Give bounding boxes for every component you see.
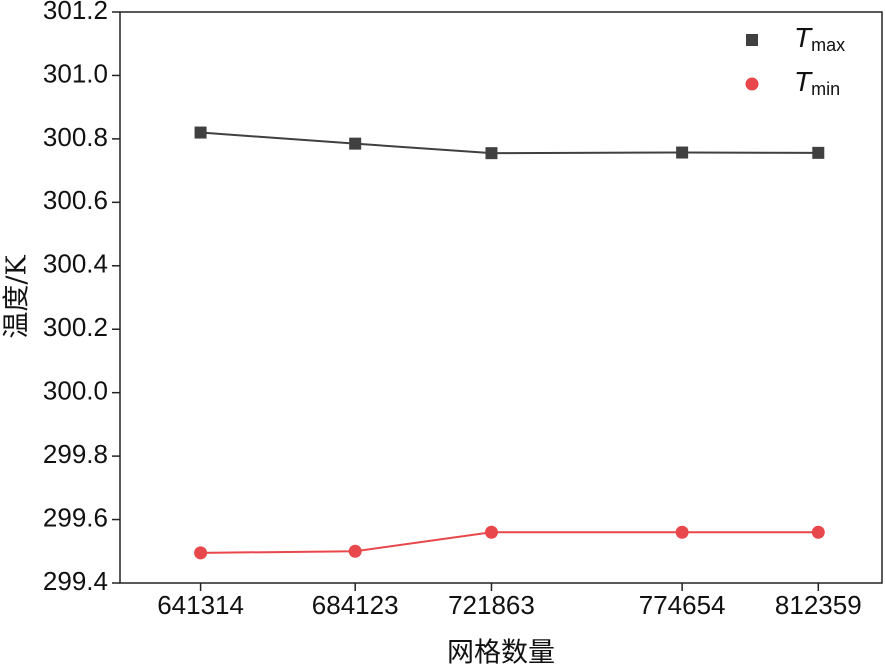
marker	[349, 137, 362, 150]
marker	[348, 544, 362, 558]
marker	[484, 525, 498, 539]
legend-label-main: T	[794, 66, 813, 97]
legend-label-main: T	[794, 22, 813, 53]
y-tick-label: 300.6	[43, 185, 108, 215]
y-tick-label: 299.8	[43, 439, 108, 469]
marker	[676, 146, 689, 159]
legend-label: Tmax	[794, 22, 845, 54]
marker	[194, 546, 208, 560]
legend-marker	[745, 77, 759, 91]
y-tick-label: 300.2	[43, 312, 108, 342]
y-tick-label: 300.0	[43, 376, 108, 406]
y-axis-label: 温度/K	[2, 255, 33, 339]
x-tick-label: 684123	[312, 590, 399, 620]
marker	[812, 146, 825, 159]
series-line	[200, 531, 819, 554]
marker	[675, 525, 689, 539]
legend-label-sub: max	[811, 35, 845, 55]
marker	[485, 147, 498, 160]
y-tick-label: 300.8	[43, 122, 108, 152]
plot-frame	[119, 11, 883, 584]
y-tick-label: 299.4	[43, 566, 108, 596]
x-tick-label: 812359	[775, 590, 862, 620]
x-tick-label: 721863	[448, 590, 535, 620]
x-axis-label: 网格数量	[447, 638, 555, 669]
y-tick-label: 301.0	[43, 58, 108, 88]
series-line	[200, 131, 819, 155]
x-tick-label: 641314	[157, 590, 244, 620]
marker	[194, 126, 207, 139]
x-tick-label: 774654	[639, 590, 726, 620]
marker	[811, 525, 825, 539]
y-tick-label: 299.6	[43, 502, 108, 532]
legend-label: Tmin	[794, 66, 840, 98]
y-tick-label: 301.2	[43, 0, 108, 25]
legend-label-sub: min	[811, 79, 840, 99]
legend-marker	[746, 34, 758, 46]
y-tick-label: 300.4	[43, 249, 108, 279]
